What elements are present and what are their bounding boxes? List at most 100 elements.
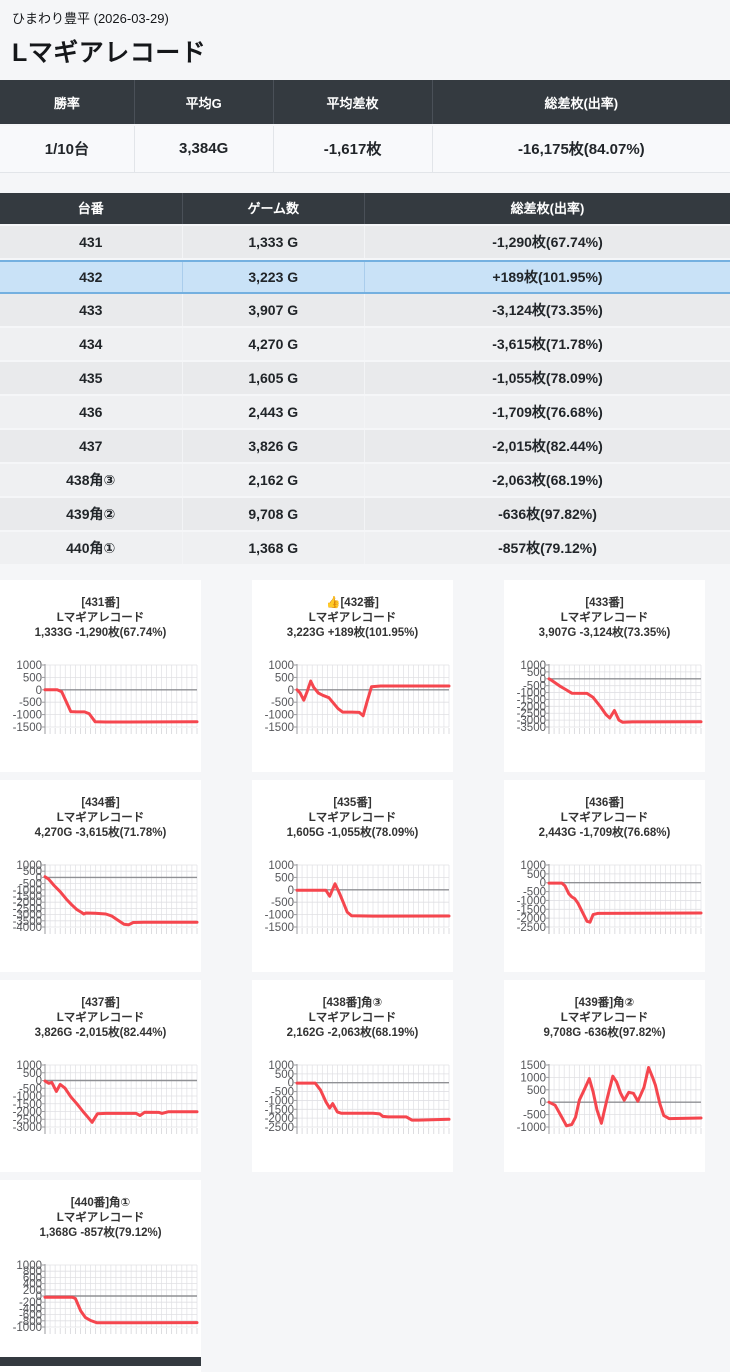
svg-text:-2000: -2000 <box>13 1106 42 1118</box>
svg-text:-1500: -1500 <box>517 904 546 916</box>
svg-text:-500: -500 <box>19 1083 42 1095</box>
chart-title: [435番] Lマギアレコード 1,605G -1,055枚(78.09%) <box>286 796 419 839</box>
cell-dai: 440角① <box>0 531 183 564</box>
svg-text:-1000: -1000 <box>517 1122 546 1134</box>
table-row[interactable]: 438角③ 2,162 G -2,063枚(68.19%) <box>0 463 730 498</box>
machine-chart-card: [437番] Lマギアレコード 3,826G -2,015枚(82.44%) 10… <box>0 979 201 1172</box>
machine-table-body: 431 1,333 G -1,290枚(67.74%) 432 3,223 G +189枚… <box>0 225 730 566</box>
cell-games: 1,368 G <box>183 531 365 564</box>
svg-text:1000: 1000 <box>16 860 42 872</box>
svg-text:0: 0 <box>36 872 42 884</box>
svg-text:1000: 1000 <box>520 660 546 672</box>
svg-text:1000: 1000 <box>520 860 546 872</box>
chart-title: [436番] Lマギアレコード 2,443G -1,709枚(76.68%) <box>538 796 671 839</box>
cell-diff: -2,063枚(68.19%) <box>492 471 603 488</box>
machine-header-dai: 台番 <box>0 192 183 224</box>
svg-text:-2000: -2000 <box>517 701 546 713</box>
svg-text:-1000: -1000 <box>517 687 546 699</box>
svg-text:-1000: -1000 <box>265 909 294 921</box>
table-row[interactable]: 436 2,443 G -1,709枚(76.68%) <box>0 395 730 430</box>
svg-text:-500: -500 <box>523 886 546 898</box>
svg-text:500: 500 <box>527 868 546 880</box>
svg-text:1500: 1500 <box>520 1060 546 1072</box>
svg-text:-2000: -2000 <box>13 897 42 909</box>
machine-chart-card: [433番] Lマギアレコード 3,907G -3,124枚(73.35%) 10… <box>504 579 705 772</box>
svg-text:500: 500 <box>275 1068 294 1080</box>
chart-title: [434番] Lマギアレコード 4,270G -3,615枚(71.78%) <box>34 796 167 839</box>
cell-diff: -3,615枚(71.78%) <box>492 335 603 352</box>
svg-text:0: 0 <box>540 877 546 889</box>
svg-text:0: 0 <box>288 884 294 896</box>
svg-text:-500: -500 <box>271 697 294 709</box>
svg-text:0: 0 <box>36 684 42 696</box>
machine-chart-card: [439番]角② Lマギアレコード 9,708G -636枚(97.82%) 15… <box>504 979 705 1172</box>
svg-text:-1500: -1500 <box>265 1104 294 1116</box>
table-row[interactable]: 431 1,333 G -1,290枚(67.74%) <box>0 225 730 260</box>
svg-text:-500: -500 <box>19 878 42 890</box>
svg-text:800: 800 <box>23 1266 42 1278</box>
chart-title: 👍[432番] Lマギアレコード 3,223G +189枚(101.95%) <box>286 596 419 639</box>
svg-text:-1000: -1000 <box>265 709 294 721</box>
machine-chart-card: 👍[432番] Lマギアレコード 3,223G +189枚(101.95%) 10… <box>252 579 453 772</box>
svg-text:500: 500 <box>23 866 42 878</box>
table-row[interactable]: 440角① 1,368 G -857枚(79.12%) <box>0 531 730 566</box>
table-row[interactable]: 432 3,223 G +189枚(101.95%) <box>0 259 730 294</box>
svg-text:-2500: -2500 <box>13 903 42 915</box>
cell-dai: 435 <box>0 361 183 394</box>
svg-text:-2500: -2500 <box>265 1122 294 1134</box>
summary-header-winrate: 勝率 <box>0 80 135 126</box>
svg-text:1000: 1000 <box>520 1072 546 1084</box>
chart-grid: [431番] Lマギアレコード 1,333G -1,290枚(67.74%) 10… <box>0 579 730 1372</box>
cell-diff: -636枚(97.82%) <box>498 505 597 522</box>
svg-text:-2000: -2000 <box>265 1113 294 1125</box>
summary-header-avg-games: 平均G <box>134 80 274 126</box>
svg-text:-3000: -3000 <box>517 715 546 727</box>
chart-title: [431番] Lマギアレコード 1,333G -1,290枚(67.74%) <box>34 596 167 639</box>
chart-title: [440番]角① Lマギアレコード 1,368G -857枚(79.12%) <box>39 1196 162 1239</box>
store-date-label: ひまわり豊平 (2026-03-29) <box>12 11 169 26</box>
cell-dai: 437 <box>0 429 183 462</box>
svg-text:-500: -500 <box>271 897 294 909</box>
svg-text:-2500: -2500 <box>13 1114 42 1126</box>
svg-text:0: 0 <box>36 1291 42 1303</box>
machine-chart-card: [438番]角③ Lマギアレコード 2,162G -2,063枚(68.19%)… <box>252 979 453 1172</box>
svg-text:200: 200 <box>23 1284 42 1296</box>
cell-dai: 436 <box>0 395 183 428</box>
payout-sparkline: 10005000-500-1000-1500-2000-2500-3000-35… <box>517 660 703 734</box>
table-row[interactable]: 434 4,270 G -3,615枚(71.78%) <box>0 327 730 362</box>
svg-text:-3000: -3000 <box>13 909 42 921</box>
chart-title: [433番] Lマギアレコード 3,907G -3,124枚(73.35%) <box>538 596 671 639</box>
summary-header-avg-diff: 平均差枚 <box>273 80 433 126</box>
cell-diff: -1,055枚(78.09%) <box>492 369 603 386</box>
svg-text:500: 500 <box>23 1067 42 1079</box>
svg-text:-600: -600 <box>19 1309 42 1321</box>
svg-text:-1500: -1500 <box>13 1098 42 1110</box>
svg-text:500: 500 <box>23 672 42 684</box>
svg-text:0: 0 <box>36 1075 42 1087</box>
machine-header-games: ゲーム数 <box>183 192 365 224</box>
cell-games: 3,907 G <box>183 293 365 326</box>
table-row[interactable]: 437 3,826 G -2,015枚(82.44%) <box>0 429 730 464</box>
svg-text:500: 500 <box>527 1084 546 1096</box>
cell-games: 3,826 G <box>183 429 365 462</box>
svg-text:500: 500 <box>275 672 294 684</box>
cell-games: 9,708 G <box>183 497 365 530</box>
svg-text:-4000: -4000 <box>13 922 42 934</box>
machine-table: 台番 ゲーム数 総差枚(出率) 431 1,333 G -1,290枚(67.74%… <box>0 192 730 566</box>
svg-text:-1000: -1000 <box>265 1095 294 1107</box>
chart-title: [437番] Lマギアレコード 3,826G -2,015枚(82.44%) <box>34 996 167 1039</box>
table-row[interactable]: 439角② 9,708 G -636枚(97.82%) <box>0 497 730 532</box>
svg-text:0: 0 <box>540 1097 546 1109</box>
table-row[interactable]: 433 3,907 G -3,124枚(73.35%) <box>0 293 730 328</box>
svg-text:1000: 1000 <box>16 1260 42 1272</box>
table-row[interactable]: 435 1,605 G -1,055枚(78.09%) <box>0 361 730 396</box>
cell-diff: -1,290枚(67.74%) <box>492 233 603 250</box>
